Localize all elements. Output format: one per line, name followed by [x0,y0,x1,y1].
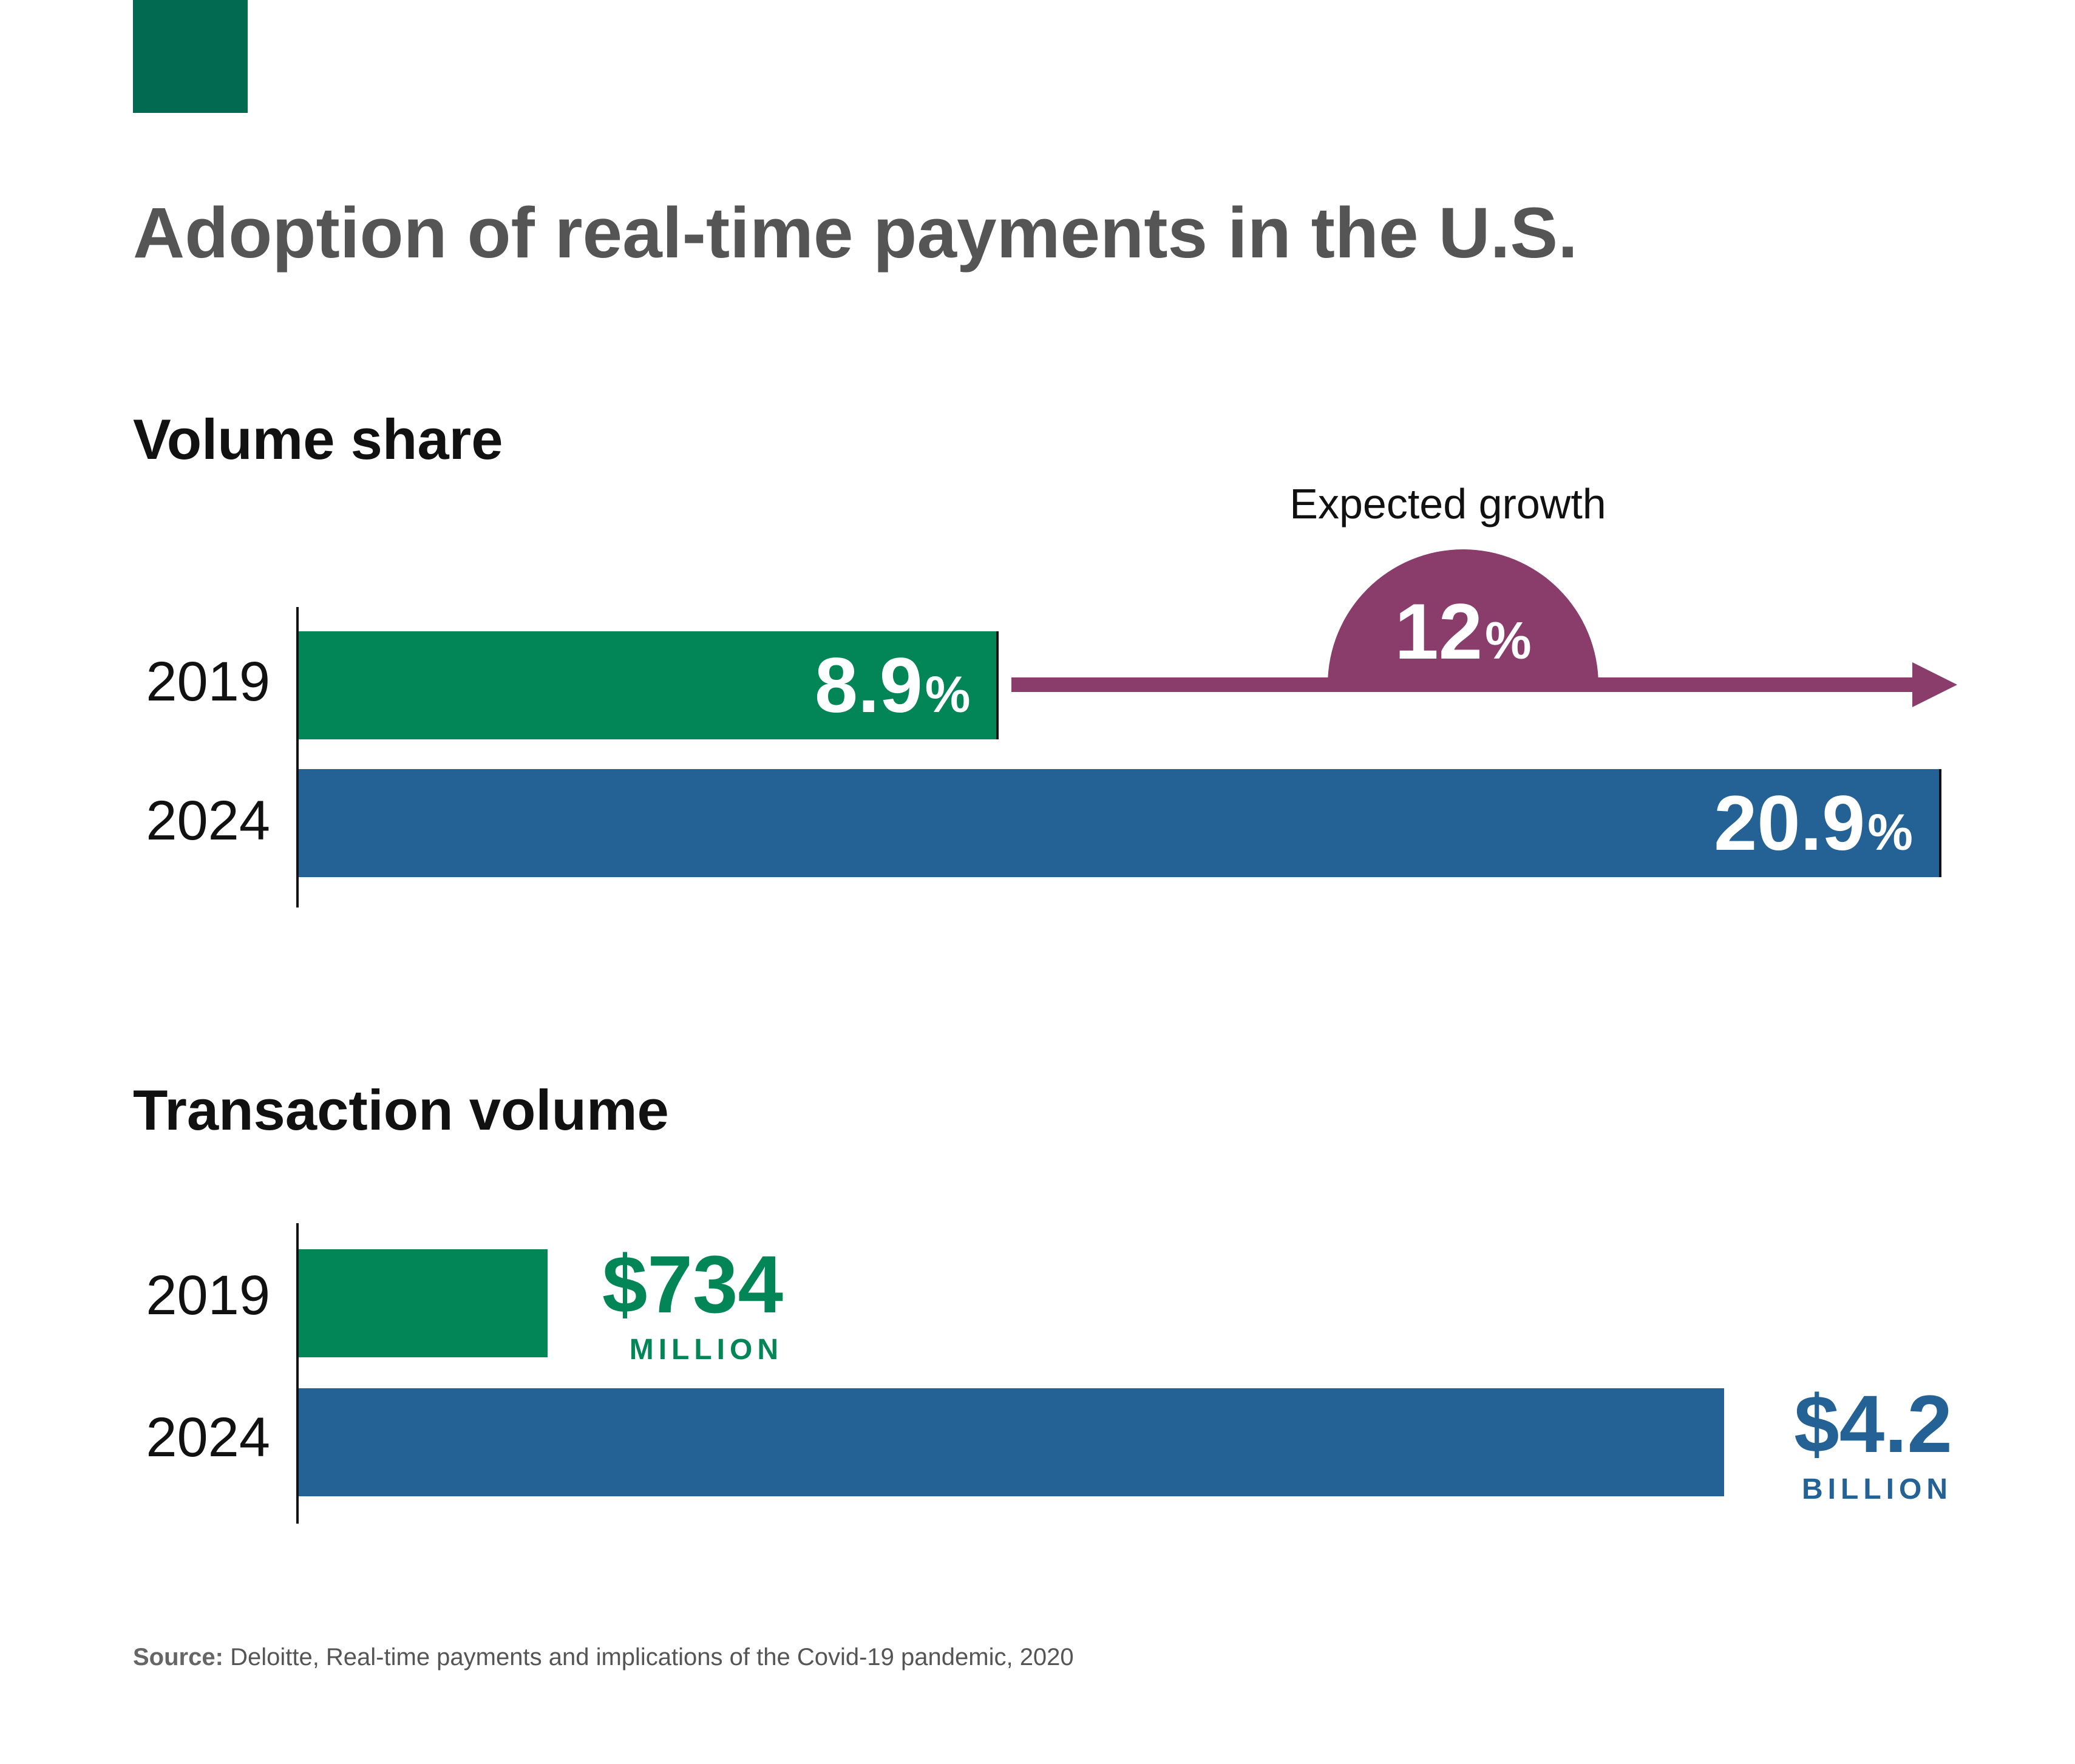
growth-dome [1328,549,1598,685]
transaction-volume-title: Transaction volume [133,1078,669,1142]
page-title: Adoption of real-time payments in the U.… [133,193,1578,273]
volume-share-year-2024: 2024 [146,790,270,852]
growth-arrow-head [1912,662,1957,707]
transaction-volume-bar-2024 [299,1388,1724,1496]
source-text: Deloitte, Real-time payments and implica… [230,1644,1074,1671]
growth-value-label: 12% [1326,592,1600,671]
volume-share-value-2024: 20.9% [1714,785,1913,863]
volume-share-value-2019-number: 8.9 [814,642,923,729]
brand-logo-block [133,0,248,113]
volume-share-bar-end-2019 [996,631,999,739]
transaction-volume-unit-2019: MILLION [629,1334,783,1366]
volume-share-value-2024-number: 20.9 [1714,780,1866,867]
growth-caption: Expected growth [1289,480,1606,528]
volume-share-value-2019-unit: % [925,666,971,723]
volume-share-value-2019: 8.9% [815,647,971,725]
transaction-volume-amount-2019: $734 [602,1240,783,1330]
transaction-volume-value-2024: $4.2 BILLION [1794,1384,1952,1504]
source-note: Source: Deloitte, Real-time payments and… [133,1644,1074,1671]
transaction-volume-axis [296,1223,299,1524]
growth-value-unit: % [1485,612,1532,670]
volume-share-bar-end-2024 [1939,769,1941,877]
volume-share-bar-2019 [299,631,998,739]
transaction-volume-unit-2024: BILLION [1802,1473,1952,1505]
growth-value-number: 12 [1394,587,1483,676]
transaction-volume-value-2019: $734 MILLION [602,1244,783,1365]
transaction-volume-bar-2019 [299,1249,548,1357]
volume-share-title: Volume share [133,407,503,471]
transaction-volume-year-2024: 2024 [146,1406,270,1468]
transaction-volume-year-2019: 2019 [146,1264,270,1326]
volume-share-year-2019: 2019 [146,651,270,713]
volume-share-value-2024-unit: % [1867,804,1913,861]
transaction-volume-amount-2024: $4.2 [1794,1379,1952,1470]
volume-share-axis [296,607,299,907]
source-label: Source: [133,1644,223,1671]
volume-share-bar-2024 [299,769,1940,877]
